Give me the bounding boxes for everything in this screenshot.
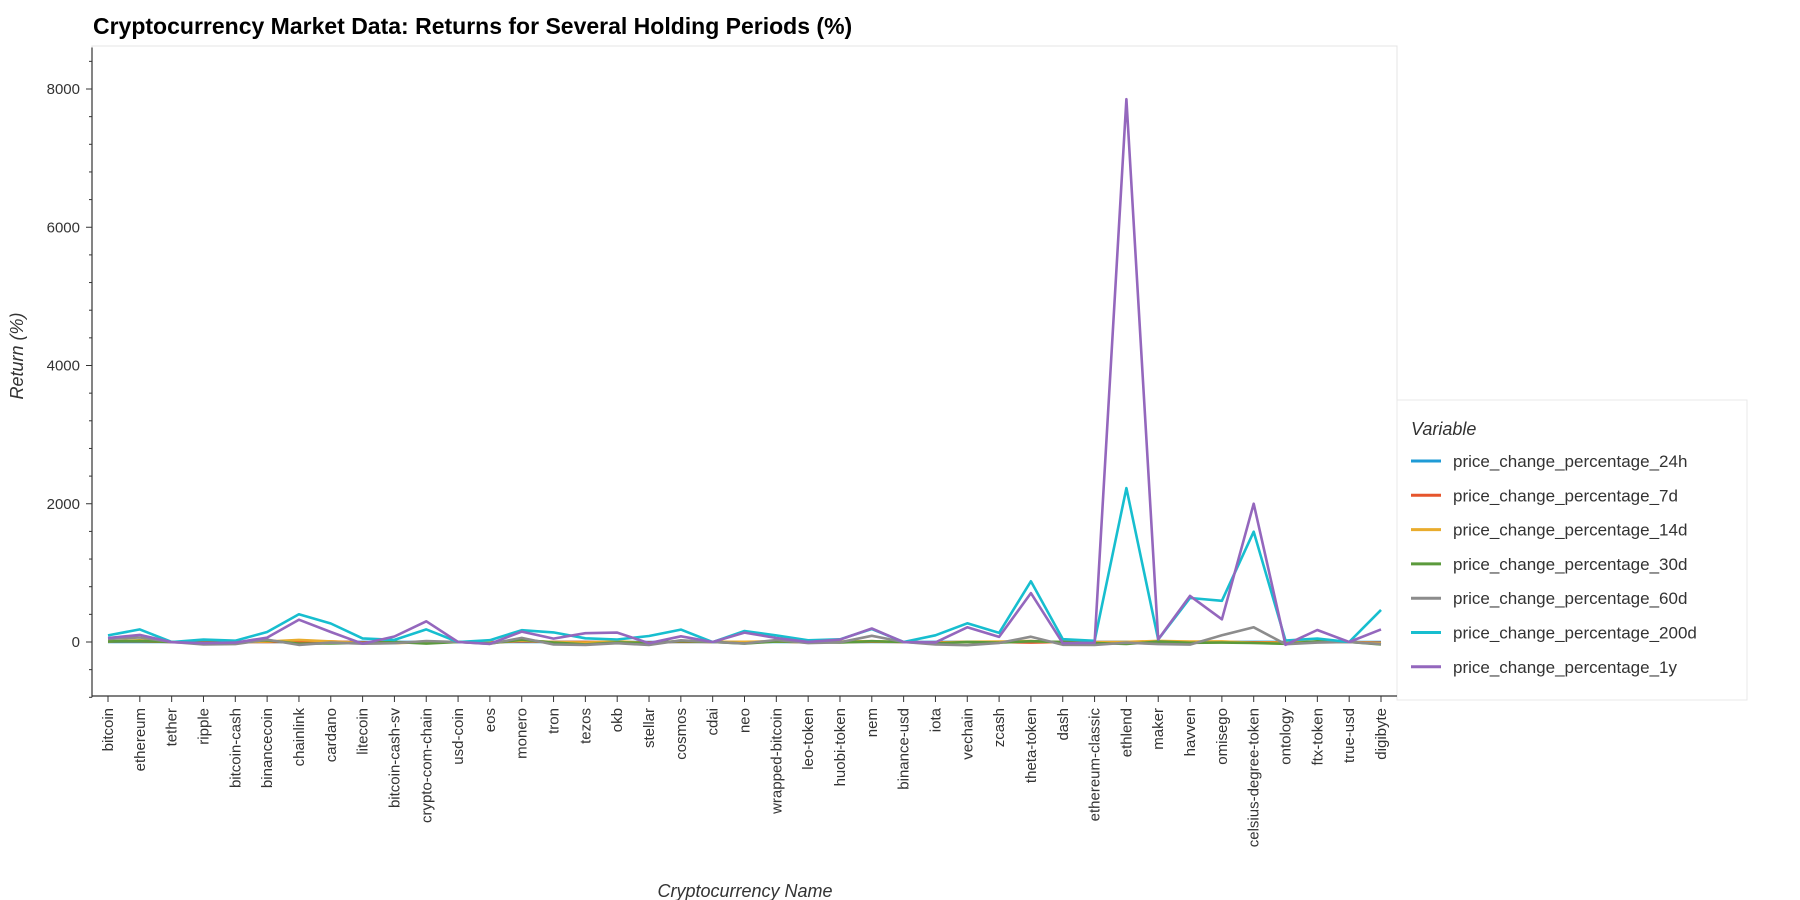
x-tick-label: monero bbox=[514, 708, 531, 759]
legend-entry: price_change_percentage_14d bbox=[1453, 521, 1687, 540]
y-tick-label: 2000 bbox=[47, 496, 80, 513]
legend-entry: price_change_percentage_200d bbox=[1453, 624, 1697, 643]
x-tick-label: theta-token bbox=[1023, 708, 1040, 783]
y-tick-label: 0 bbox=[72, 634, 80, 651]
series-layer bbox=[107, 97, 1382, 647]
x-tick-label: ontology bbox=[1278, 708, 1295, 765]
x-tick-label: bitcoin bbox=[100, 708, 117, 751]
x-tick-label: leo-token bbox=[800, 708, 817, 770]
x-tick-label: digibyte bbox=[1373, 708, 1390, 760]
x-tick-label: ripple bbox=[195, 708, 212, 745]
y-tick-label: 6000 bbox=[47, 219, 80, 236]
x-axis: bitcoin ethereum tether ripple bitcoin-cash b… bbox=[92, 695, 1397, 847]
x-tick-label: havven bbox=[1182, 708, 1199, 756]
y-axis: 0 2000 4000 6000 8000 bbox=[47, 47, 93, 698]
y-axis-label: Return (%) bbox=[7, 312, 27, 399]
legend-entry: price_change_percentage_7d bbox=[1453, 486, 1678, 505]
x-tick-label: ethlend bbox=[1118, 708, 1135, 757]
x-tick-label: crypto-com-chain bbox=[418, 708, 435, 823]
x-tick-label: tron bbox=[546, 708, 563, 734]
x-tick-label: maker bbox=[1150, 708, 1167, 750]
x-tick-label: iota bbox=[927, 707, 944, 732]
series-line-price-change-percentage-60d bbox=[107, 625, 1382, 647]
x-tick-label: bitcoin-cash bbox=[227, 708, 244, 788]
x-tick-label: litecoin bbox=[355, 708, 372, 755]
x-tick-label: tezos bbox=[577, 708, 594, 744]
legend-entry: price_change_percentage_24h bbox=[1453, 452, 1687, 471]
x-tick-label: celsius-degree-token bbox=[1246, 708, 1263, 847]
x-tick-label: neo bbox=[737, 708, 754, 733]
legend: price_change_percentage_24h price_change_… bbox=[1411, 452, 1697, 677]
x-tick-label: cdai bbox=[705, 708, 722, 736]
x-tick-label: chainlink bbox=[291, 708, 308, 767]
x-tick-label: cardano bbox=[323, 708, 340, 762]
x-tick-label: bitcoin-cash-sv bbox=[386, 708, 403, 809]
x-tick-label: ftx-token bbox=[1309, 708, 1326, 766]
x-tick-label: stellar bbox=[641, 708, 658, 748]
legend-entry: price_change_percentage_30d bbox=[1453, 555, 1687, 574]
x-tick-label: ethereum-classic bbox=[1087, 708, 1104, 822]
legend-title: Variable bbox=[1411, 419, 1476, 439]
x-tick-label: cosmos bbox=[673, 708, 690, 760]
legend-entry: price_change_percentage_60d bbox=[1453, 589, 1687, 608]
series-line-price-change-percentage-1y bbox=[107, 97, 1382, 647]
x-axis-label: Cryptocurrency Name bbox=[657, 881, 832, 900]
x-tick-label: eos bbox=[482, 708, 499, 732]
x-tick-label: huobi-token bbox=[832, 708, 849, 786]
x-tick-label: dash bbox=[1055, 708, 1072, 741]
x-tick-label: nem bbox=[864, 708, 881, 737]
x-tick-label: vechain bbox=[959, 708, 976, 760]
x-tick-label: usd-coin bbox=[450, 708, 467, 765]
y-tick-label: 8000 bbox=[47, 81, 80, 98]
x-tick-label: wrapped-bitcoin bbox=[768, 708, 785, 815]
x-tick-label: binance-usd bbox=[896, 708, 913, 790]
x-tick-label: true-usd bbox=[1341, 708, 1358, 763]
x-tick-label: ethereum bbox=[132, 708, 149, 771]
x-tick-label: okb bbox=[609, 708, 626, 732]
x-tick-label: zcash bbox=[991, 708, 1008, 747]
x-tick-label: omisego bbox=[1214, 708, 1231, 765]
legend-box bbox=[1396, 399, 1748, 701]
x-tick-label: tether bbox=[164, 708, 181, 746]
y-tick-label: 4000 bbox=[47, 358, 80, 375]
x-tick-label: binancecoin bbox=[259, 708, 276, 788]
legend-entry: price_change_percentage_1y bbox=[1453, 658, 1678, 677]
chart-title: Cryptocurrency Market Data: Returns for … bbox=[93, 13, 852, 39]
